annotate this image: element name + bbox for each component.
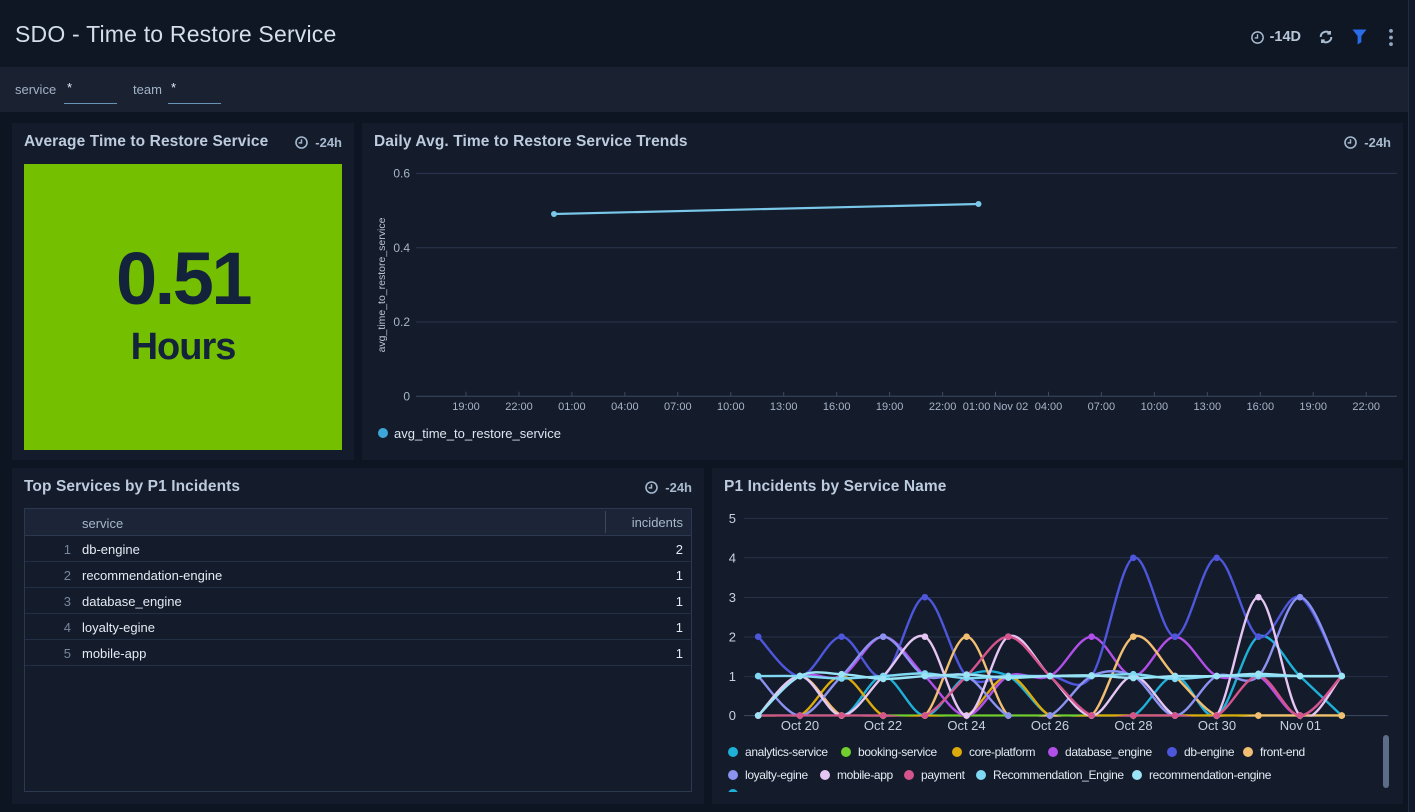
svg-text:0: 0 bbox=[403, 389, 410, 403]
svg-text:Oct 30: Oct 30 bbox=[1198, 718, 1236, 733]
svg-text:19:00: 19:00 bbox=[876, 401, 904, 413]
svg-text:0: 0 bbox=[729, 708, 736, 723]
svg-text:0.2: 0.2 bbox=[393, 315, 410, 329]
svg-text:10:00: 10:00 bbox=[1141, 401, 1169, 413]
svg-text:13:00: 13:00 bbox=[1194, 401, 1222, 413]
svg-text:10:00: 10:00 bbox=[717, 401, 745, 413]
svg-text:16:00: 16:00 bbox=[823, 401, 851, 413]
svg-text:19:00: 19:00 bbox=[1299, 401, 1327, 413]
svg-text:04:00: 04:00 bbox=[1035, 401, 1063, 413]
svg-text:13:00: 13:00 bbox=[770, 401, 798, 413]
svg-text:1: 1 bbox=[729, 669, 736, 684]
svg-text:Oct 24: Oct 24 bbox=[947, 718, 985, 733]
svg-text:22:00: 22:00 bbox=[505, 401, 533, 413]
svg-text:Oct 22: Oct 22 bbox=[864, 718, 902, 733]
svg-text:01:00: 01:00 bbox=[558, 401, 586, 413]
svg-text:2: 2 bbox=[729, 630, 736, 645]
svg-text:avg_time_to_restore_service: avg_time_to_restore_service bbox=[376, 217, 388, 352]
svg-text:22:00: 22:00 bbox=[1352, 401, 1380, 413]
svg-text:4: 4 bbox=[729, 550, 736, 565]
svg-text:5: 5 bbox=[729, 511, 736, 526]
svg-text:Oct 26: Oct 26 bbox=[1031, 718, 1069, 733]
svg-text:Nov 01: Nov 01 bbox=[1280, 718, 1321, 733]
svg-text:0.6: 0.6 bbox=[393, 167, 410, 181]
svg-text:07:00: 07:00 bbox=[664, 401, 692, 413]
svg-text:04:00: 04:00 bbox=[611, 401, 639, 413]
svg-text:Oct 28: Oct 28 bbox=[1114, 718, 1152, 733]
svg-text:0.4: 0.4 bbox=[393, 241, 410, 255]
svg-text:Oct 20: Oct 20 bbox=[781, 718, 819, 733]
svg-text:07:00: 07:00 bbox=[1088, 401, 1116, 413]
svg-text:01:00 Nov 02: 01:00 Nov 02 bbox=[963, 401, 1028, 413]
svg-text:3: 3 bbox=[729, 590, 736, 605]
svg-text:22:00: 22:00 bbox=[929, 401, 957, 413]
svg-text:19:00: 19:00 bbox=[452, 401, 480, 413]
svg-text:avg_time_to_restore_service: avg_time_to_restore_service bbox=[394, 426, 561, 441]
svg-text:16:00: 16:00 bbox=[1247, 401, 1275, 413]
